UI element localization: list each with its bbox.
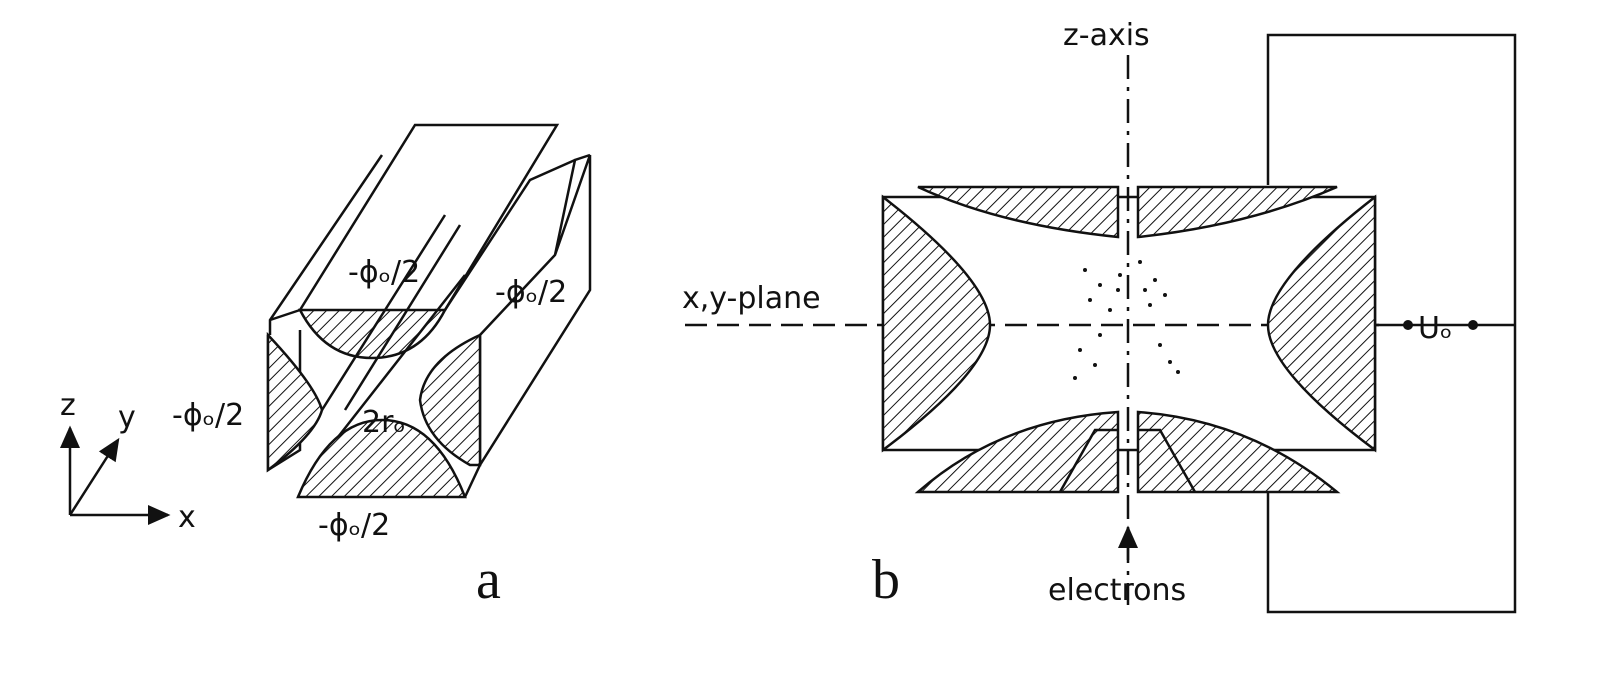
label-gap: 2rₒ <box>362 405 406 440</box>
label-top: -ϕₒ/2 <box>348 255 420 290</box>
panel-letter: b <box>872 549 900 611</box>
label-left: -ϕₒ/2 <box>172 398 244 433</box>
axis-x: x <box>178 500 196 535</box>
quadrupole <box>266 123 592 499</box>
trap <box>685 33 1517 614</box>
axes-icon <box>60 425 171 525</box>
voltage-label: Uₒ <box>1418 311 1452 346</box>
axis-z: z <box>60 388 76 423</box>
axis-y: y <box>118 400 136 435</box>
label-right: -ϕₒ/2 <box>495 275 567 310</box>
electrons-label: electrons <box>1048 573 1186 608</box>
label-bottom: -ϕₒ/2 <box>318 508 390 543</box>
panel-letter: a <box>476 549 501 611</box>
xy-plane-label: x,y-plane <box>682 281 821 316</box>
z-axis-label: z-axis <box>1063 18 1150 53</box>
